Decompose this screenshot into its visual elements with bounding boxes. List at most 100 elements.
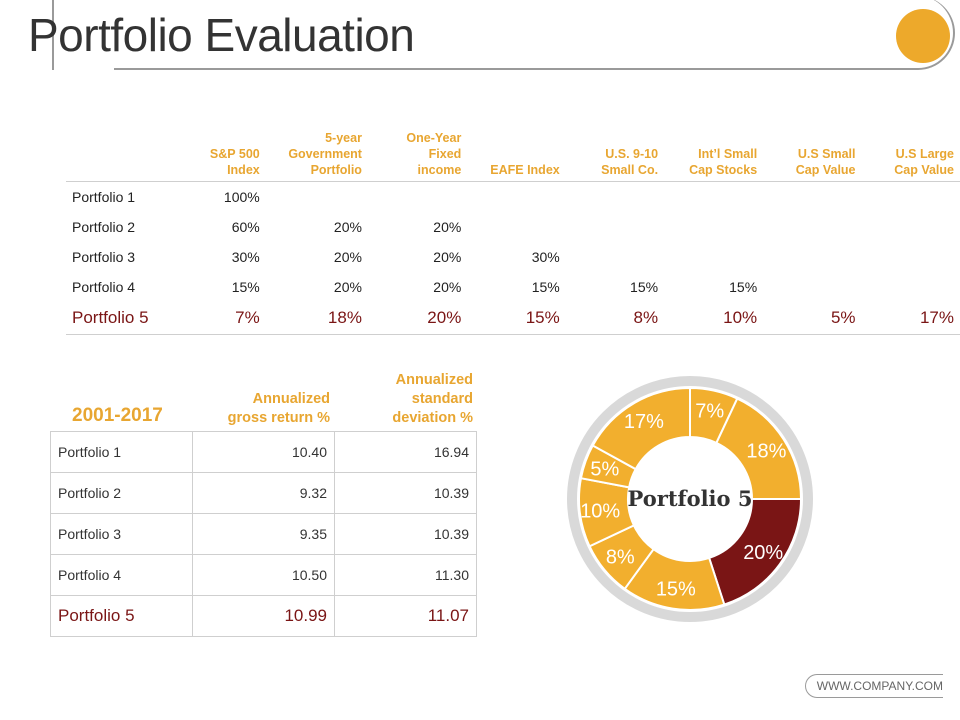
allocation-column-header: U.S Large Cap Value [861,130,960,182]
allocation-cell [566,182,664,213]
allocation-cell: 15% [729,279,758,295]
header-line: gross return % [227,410,330,426]
returns-row: Portfolio 1 10.40 16.94 [50,431,477,473]
allocation-cell: 15% [467,302,566,335]
returns-row: Portfolio 2 9.32 10.39 [50,472,477,514]
allocation-cell: 20% [433,279,462,295]
allocation-cell: 10% [664,302,764,335]
allocation-cell [763,272,861,302]
allocation-cell [862,272,960,302]
portfolio-name-cell: Portfolio 4 [72,279,136,295]
std-deviation-header: Annualized standard deviation % [340,371,473,428]
allocation-column-header: One-Year Fixed income [367,130,468,182]
gross-return-cell: 9.35 [192,513,335,555]
allocation-cell: 18% [265,302,368,335]
allocation-cell [266,182,368,213]
portfolio-name-cell: Portfolio 3 [72,249,136,265]
allocation-cell [763,242,861,272]
allocation-cell [664,182,763,213]
company-website-label: WWW.COMPANY.COM [805,674,943,698]
portfolio-name-cell: Portfolio 5 [50,595,193,637]
returns-row: Portfolio 4 10.50 11.30 [50,554,477,596]
header-line: U.S Large [895,147,954,161]
allocation-corner-header [66,130,198,182]
header-line: standard [411,391,473,407]
portfolio-name-cell: Portfolio 2 [50,472,193,514]
allocation-cell: 20% [367,302,468,335]
allocation-row: Portfolio 4 15% 20% 20% 15% 15% 15% [66,272,960,302]
allocation-cell [664,242,763,272]
gross-return-cell: 10.50 [192,554,335,596]
gross-return-cell: 9.32 [192,472,335,514]
std-deviation-cell: 10.39 [334,513,477,555]
allocation-cell [566,212,664,242]
allocation-cell: 17% [861,302,960,335]
allocation-cell [862,212,960,242]
header-line: Annualized [395,372,473,388]
allocation-cell: 30% [231,249,260,265]
portfolio-donut-chart: 7% 18% 20% 15% 8% 10% 5% 17% Portfolio 5 [567,376,813,622]
allocation-row: Portfolio 3 30% 20% 20% 30% [66,242,960,272]
header-line: income [417,163,462,177]
slice-label: 8% [606,547,635,569]
slice-label: 15% [656,578,696,600]
allocation-cell [664,212,763,242]
allocation-cell: 60% [231,219,260,235]
header-line: Cap Stocks [689,163,758,177]
title-accent-circle [896,9,950,63]
slice-label: 5% [590,458,619,480]
portfolio-name-cell: Portfolio 3 [50,513,193,555]
slice-label: 20% [743,542,783,564]
slice-label: 7% [695,401,724,423]
header-line: Index [227,163,260,177]
allocation-header-row: S&P 500 Index 5-year Government Portfolio One… [66,130,960,182]
returns-table: Portfolio 1 10.40 16.94 Portfolio 2 9.32 10.3… [50,431,477,637]
header-line: One-Year [406,131,462,145]
header-line: Fixed [428,147,462,161]
header-line: deviation % [392,410,473,426]
portfolio-name-cell: Portfolio 1 [50,431,193,473]
std-deviation-cell: 11.07 [334,595,477,637]
allocation-cell: 20% [333,279,362,295]
header-line: Small Co. [601,163,659,177]
header-line: 5-year [325,131,362,145]
allocation-cell [368,182,467,213]
allocation-cell: 15% [630,279,659,295]
allocation-column-header: 5-year Government Portfolio [265,130,368,182]
portfolio-name-cell: Portfolio 1 [72,189,136,205]
period-label: 2001-2017 [72,405,163,426]
allocation-cell [862,242,960,272]
allocation-cell [763,182,861,213]
returns-row: Portfolio 3 9.35 10.39 [50,513,477,555]
allocation-cell: 15% [531,279,560,295]
allocation-cell [862,182,960,213]
allocation-table: S&P 500 Index 5-year Government Portfolio One… [66,130,960,335]
allocation-row: Portfolio 1 100% [66,182,960,213]
portfolio-name-cell: Portfolio 5 [66,302,198,335]
gross-return-cell: 10.99 [192,595,335,637]
allocation-cell: 20% [333,219,362,235]
allocation-row: Portfolio 2 60% 20% 20% [66,212,960,242]
allocation-cell [467,212,565,242]
allocation-cell: 30% [531,249,560,265]
gross-return-header: Annualized gross return % [200,390,330,428]
header-line: Government [288,147,362,161]
allocation-cell: 20% [333,249,362,265]
slice-label: 10% [580,500,620,522]
allocation-column-header: U.S. 9-10 Small Co. [565,130,665,182]
std-deviation-cell: 10.39 [334,472,477,514]
allocation-column-header: Int’l Small Cap Stocks [664,130,764,182]
title-frame [52,0,955,70]
header-line: U.S Small [797,147,856,161]
allocation-column-header: EAFE Index [467,130,566,182]
donut-center-label: Portfolio 5 [628,486,753,511]
portfolio-name-cell: Portfolio 2 [72,219,136,235]
returns-row: Portfolio 5 10.99 11.07 [50,595,477,637]
slice-label: 17% [624,411,664,433]
allocation-cell: 20% [433,219,462,235]
header-line: U.S. 9-10 [605,147,659,161]
gross-return-cell: 10.40 [192,431,335,473]
header-line: Int’l Small [698,147,758,161]
allocation-cell [467,182,565,213]
header-line: EAFE Index [490,163,560,177]
